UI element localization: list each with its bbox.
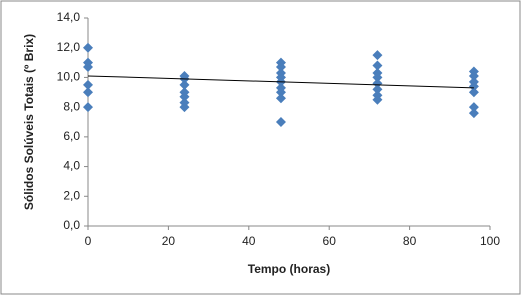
scatter-point bbox=[372, 84, 383, 95]
scatter-point bbox=[83, 42, 93, 53]
scatter-point bbox=[83, 62, 93, 73]
y-tick-label: 4,0 bbox=[63, 159, 80, 173]
scatter-point bbox=[468, 70, 479, 81]
scatter-point bbox=[372, 72, 383, 83]
scatter-point bbox=[468, 81, 479, 92]
scatter-point bbox=[468, 102, 479, 113]
y-tick-label: 8,0 bbox=[63, 99, 80, 113]
y-tick-label: 6,0 bbox=[63, 129, 80, 143]
x-tick-label: 80 bbox=[403, 234, 417, 248]
scatter-point bbox=[83, 79, 93, 90]
x-tick-label: 100 bbox=[480, 234, 500, 248]
y-tick-label: 12,0 bbox=[57, 40, 81, 54]
y-tick-label: 14,0 bbox=[57, 10, 81, 24]
scatter-point bbox=[83, 87, 93, 98]
scatter-point bbox=[468, 87, 479, 98]
scatter-point bbox=[468, 108, 479, 119]
x-tick-label: 0 bbox=[85, 234, 92, 248]
y-tick-label: 0,0 bbox=[63, 218, 80, 232]
trend-line bbox=[87, 75, 474, 89]
x-tick-label: 60 bbox=[323, 234, 337, 248]
y-tick-label: 10,0 bbox=[57, 70, 81, 84]
scatter-point bbox=[275, 87, 286, 98]
scatter-point bbox=[83, 102, 93, 113]
scatter-point bbox=[275, 117, 286, 127]
scatter-point bbox=[372, 78, 383, 89]
scatter-point bbox=[275, 62, 286, 73]
scatter-point bbox=[372, 50, 383, 61]
x-tick-label: 20 bbox=[162, 234, 176, 248]
scatter-point bbox=[179, 79, 190, 90]
y-tick-label: 2,0 bbox=[63, 188, 80, 202]
x-axis-title: Tempo (horas) bbox=[248, 262, 330, 276]
scatter-point bbox=[372, 60, 383, 71]
y-axis-title: Sólidos Solúveis Totais (º Brix) bbox=[22, 34, 36, 210]
x-tick-label: 40 bbox=[242, 234, 256, 248]
scatter-point bbox=[179, 102, 190, 113]
scatter-point bbox=[372, 94, 383, 105]
scatter-point bbox=[179, 91, 190, 102]
scatter-point bbox=[275, 93, 286, 104]
